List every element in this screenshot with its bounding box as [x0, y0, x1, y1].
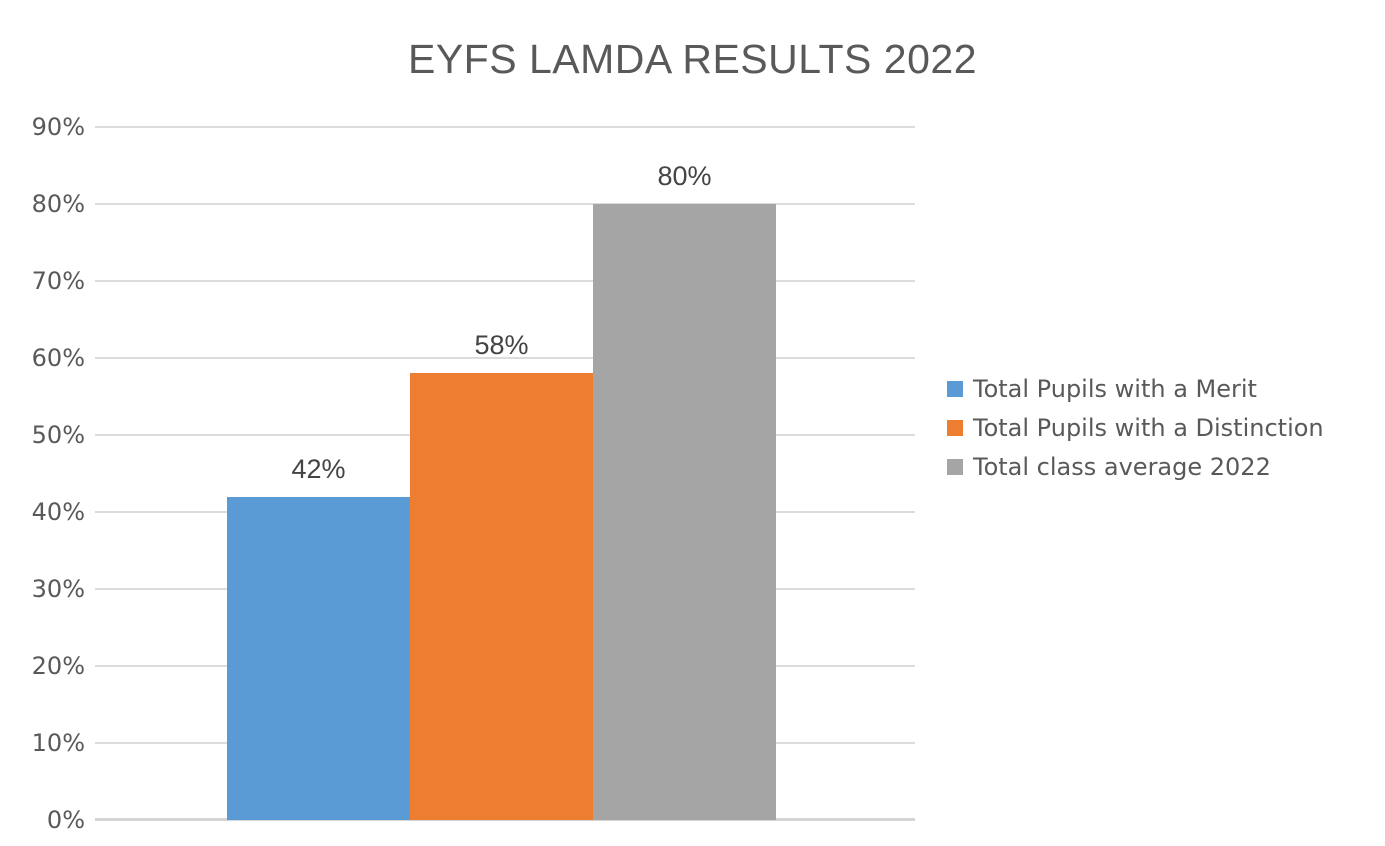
legend-swatch-icon: [947, 419, 963, 436]
y-tick-label: 90%: [31, 113, 85, 141]
y-tick-label: 80%: [31, 190, 85, 218]
y-tick-label: 40%: [31, 498, 85, 526]
legend-label: Total class average 2022: [973, 452, 1271, 481]
y-tick-label: 0%: [46, 806, 85, 834]
bar-value-label: 80%: [657, 161, 712, 191]
gridline: [95, 280, 915, 282]
y-tick-label: 30%: [31, 575, 85, 603]
legend-label: Total Pupils with a Distinction: [973, 413, 1324, 442]
legend-swatch-icon: [947, 380, 963, 397]
y-tick-label: 60%: [31, 344, 85, 372]
legend-item: Total Pupils with a Merit: [947, 369, 1324, 408]
legend-label: Total Pupils with a Merit: [973, 374, 1257, 403]
legend: Total Pupils with a Merit Total Pupils wi…: [947, 369, 1324, 486]
y-tick-label: 20%: [31, 652, 85, 680]
bar-series-1: [410, 373, 593, 820]
legend-swatch-icon: [947, 458, 963, 475]
plot-area: 42% 58% 80%: [95, 126, 915, 821]
gridline: [95, 357, 915, 359]
gridline: [95, 203, 915, 205]
y-tick-label: 70%: [31, 267, 85, 295]
chart-title: EYFS LAMDA RESULTS 2022: [407, 36, 978, 82]
y-tick-label: 50%: [31, 421, 85, 449]
gridline: [95, 126, 915, 128]
bar-series-2: [593, 204, 776, 820]
bar-value-label: 42%: [291, 454, 346, 484]
y-axis: 0% 10% 20% 30% 40% 50% 60% 70% 80% 90%: [0, 113, 85, 834]
bar-series-0: [227, 497, 410, 820]
y-tick-label: 10%: [31, 729, 85, 757]
legend-item: Total Pupils with a Distinction: [947, 408, 1324, 447]
legend-item: Total class average 2022: [947, 447, 1324, 486]
bar-value-label: 58%: [474, 330, 529, 360]
